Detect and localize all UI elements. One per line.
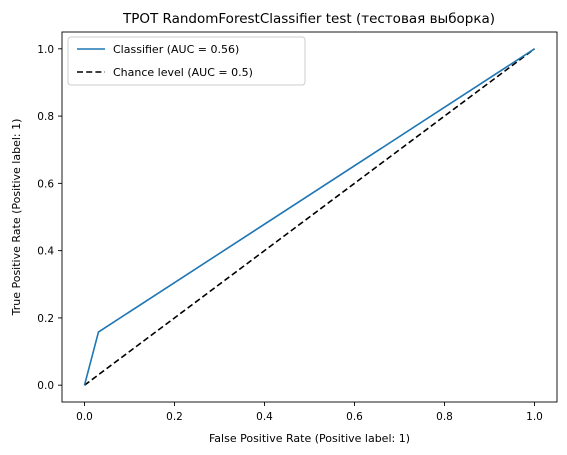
series-line-classifier xyxy=(83,48,535,386)
x-tick-label: 0.6 xyxy=(346,411,363,423)
series-layer xyxy=(83,48,535,386)
y-tick-label: 0.0 xyxy=(37,380,54,392)
y-axis-label: True Positive Rate (Positive label: 1) xyxy=(10,119,23,317)
x-tick-label: 1.0 xyxy=(526,411,543,423)
y-tick-label: 0.4 xyxy=(37,246,54,258)
x-tick-label: 0.0 xyxy=(76,411,93,423)
chart-title: TPOT RandomForestClassifier test (тестов… xyxy=(122,11,495,27)
y-axis-ticks: 0.0 0.2 0.4 0.6 0.8 1.0 xyxy=(37,44,62,392)
x-tick-label: 0.4 xyxy=(256,411,273,423)
legend: Classifier (AUC = 0.56) Chance level (AU… xyxy=(67,36,306,86)
x-axis-label: False Positive Rate (Positive label: 1) xyxy=(209,432,410,445)
series-line-chance-level xyxy=(84,48,535,386)
y-tick-label: 0.2 xyxy=(37,313,54,325)
y-tick-label: 0.6 xyxy=(37,178,54,190)
y-tick-label: 1.0 xyxy=(37,44,54,56)
legend-label-classifier: Classifier (AUC = 0.56) xyxy=(113,43,239,56)
x-tick-label: 0.2 xyxy=(166,411,183,423)
x-axis-ticks: 0.0 0.2 0.4 0.6 0.8 1.0 xyxy=(76,402,543,423)
x-tick-label: 0.8 xyxy=(436,411,453,423)
legend-box xyxy=(67,36,306,86)
legend-label-chance-level: Chance level (AUC = 0.5) xyxy=(113,66,253,79)
y-tick-label: 0.8 xyxy=(37,111,54,123)
